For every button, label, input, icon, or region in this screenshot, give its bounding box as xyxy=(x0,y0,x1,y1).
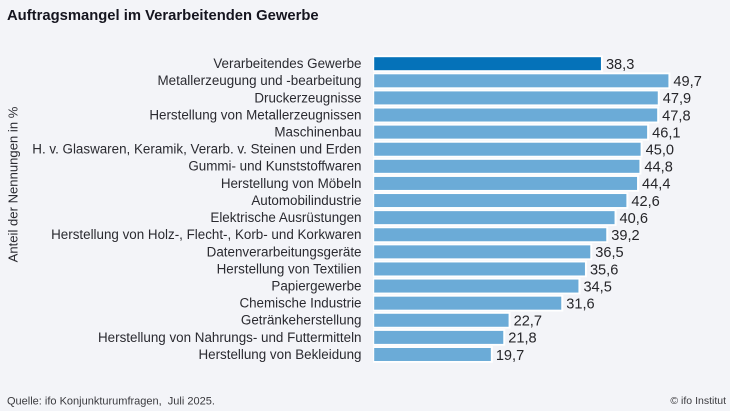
svg-text:Automobilindustrie: Automobilindustrie xyxy=(251,193,361,208)
svg-text:35,6: 35,6 xyxy=(590,262,618,278)
svg-text:40,6: 40,6 xyxy=(620,211,648,227)
svg-text:Maschinenbau: Maschinenbau xyxy=(274,125,361,140)
svg-text:22,7: 22,7 xyxy=(514,314,542,330)
svg-text:19,7: 19,7 xyxy=(496,348,524,364)
svg-text:Druckerzeugnisse: Druckerzeugnisse xyxy=(254,90,361,105)
svg-text:38,3: 38,3 xyxy=(606,57,634,73)
svg-text:Anteil der Nennungen in %: Anteil der Nennungen in % xyxy=(6,106,21,262)
svg-text:H. v. Glaswaren, Keramik, Vera: H. v. Glaswaren, Keramik, Verarb. v. Ste… xyxy=(32,142,361,157)
svg-text:Getränkeherstellung: Getränkeherstellung xyxy=(241,313,362,328)
svg-text:Gummi- und Kunststoffwaren: Gummi- und Kunststoffwaren xyxy=(188,159,361,174)
svg-text:© ifo Institut: © ifo Institut xyxy=(670,395,726,407)
svg-text:Elektrische Ausrüstungen: Elektrische Ausrüstungen xyxy=(210,210,361,225)
svg-text:44,4: 44,4 xyxy=(642,177,670,193)
svg-text:47,9: 47,9 xyxy=(663,91,691,107)
svg-text:46,1: 46,1 xyxy=(652,125,680,141)
svg-text:36,5: 36,5 xyxy=(595,245,623,261)
svg-text:Verarbeitendes Gewerbe: Verarbeitendes Gewerbe xyxy=(213,56,361,71)
svg-text:44,8: 44,8 xyxy=(644,160,672,176)
svg-text:Metallerzeugung und -bearbeitu: Metallerzeugung und -bearbeitung xyxy=(158,73,362,88)
svg-text:Herstellung von Bekleidung: Herstellung von Bekleidung xyxy=(198,347,361,362)
svg-text:Auftragsmangel im Verarbeitend: Auftragsmangel im Verarbeitenden Gewerbe xyxy=(7,8,319,24)
svg-text:34,5: 34,5 xyxy=(583,279,611,295)
svg-text:31,6: 31,6 xyxy=(566,296,594,312)
svg-text:Herstellung von Textilien: Herstellung von Textilien xyxy=(217,261,362,276)
svg-text:45,0: 45,0 xyxy=(646,143,674,159)
svg-text:39,2: 39,2 xyxy=(611,228,639,244)
svg-text:Papiergewerbe: Papiergewerbe xyxy=(271,278,361,293)
svg-text:Herstellung von Nahrungs- und: Herstellung von Nahrungs- und Futtermitt… xyxy=(98,330,361,345)
svg-text:42,6: 42,6 xyxy=(631,194,659,210)
svg-text:47,8: 47,8 xyxy=(662,108,690,124)
svg-text:Chemische Industrie: Chemische Industrie xyxy=(239,296,361,311)
svg-text:Quelle: ifo Konjunkturumfragen: Quelle: ifo Konjunkturumfragen, Juli 202… xyxy=(7,396,215,408)
svg-text:49,7: 49,7 xyxy=(673,74,701,90)
svg-text:Herstellung von Holz-, Flecht-: Herstellung von Holz-, Flecht-, Korb- un… xyxy=(51,227,361,242)
svg-text:21,8: 21,8 xyxy=(508,331,536,347)
svg-text:Datenverarbeitungsgeräte: Datenverarbeitungsgeräte xyxy=(207,244,362,259)
svg-text:Herstellung von Metallerzeugni: Herstellung von Metallerzeugnissen xyxy=(149,107,361,122)
svg-text:Herstellung von Möbeln: Herstellung von Möbeln xyxy=(221,176,362,191)
